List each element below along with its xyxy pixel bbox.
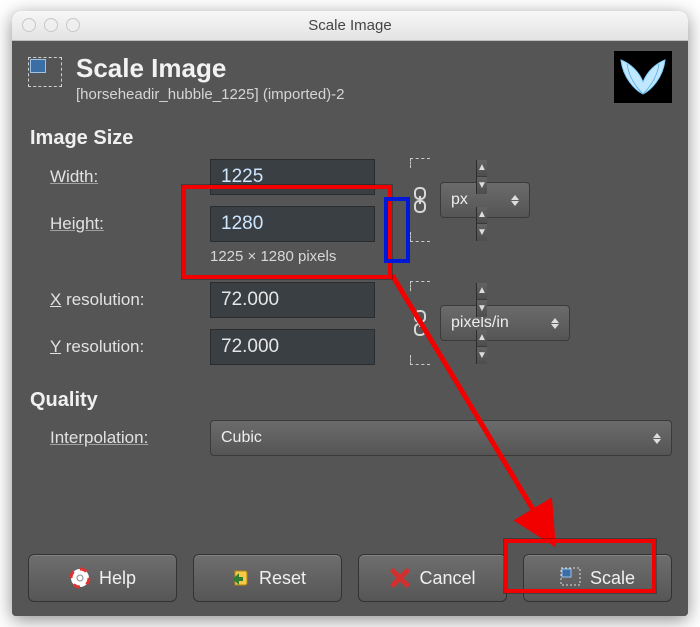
interpolation-label: Interpolation: — [50, 428, 210, 448]
size-hint: 1225 × 1280 pixels — [210, 248, 580, 265]
image-size-heading: Image Size — [30, 127, 672, 150]
cancel-label: Cancel — [419, 568, 475, 589]
help-button[interactable]: Help — [28, 554, 177, 602]
height-input[interactable]: ▲ ▼ — [210, 206, 375, 242]
reset-label: Reset — [259, 568, 306, 589]
reset-button[interactable]: Reset — [193, 554, 342, 602]
yres-step-up[interactable]: ▲ — [477, 330, 487, 348]
window-controls[interactable] — [22, 18, 80, 32]
height-label: Height: — [50, 214, 210, 234]
interpolation-select[interactable]: Cubic — [210, 420, 672, 456]
scale-dialog-icon — [28, 57, 70, 95]
width-step-down[interactable]: ▼ — [477, 177, 487, 194]
dialog-body: Scale Image [horseheadir_hubble_1225] (i… — [12, 41, 688, 616]
width-step-up[interactable]: ▲ — [477, 160, 487, 178]
height-field[interactable] — [211, 207, 476, 241]
height-step-up[interactable]: ▲ — [477, 207, 487, 225]
yres-label: Y resolution: — [50, 337, 210, 357]
xres-step-up[interactable]: ▲ — [477, 283, 487, 301]
window-title: Scale Image — [308, 17, 391, 34]
layer-preview-thumbnail — [614, 51, 672, 103]
yres-field[interactable] — [211, 330, 476, 364]
height-step-down[interactable]: ▼ — [477, 224, 487, 241]
yres-step-down[interactable]: ▼ — [477, 347, 487, 364]
cancel-button[interactable]: Cancel — [358, 554, 507, 602]
close-traffic-light[interactable] — [22, 18, 36, 32]
quality-heading: Quality — [30, 389, 672, 412]
scale-button[interactable]: Scale — [523, 554, 672, 602]
xres-step-down[interactable]: ▼ — [477, 300, 487, 317]
xres-label: X resolution: — [50, 290, 210, 310]
scale-label: Scale — [590, 568, 635, 589]
width-input[interactable]: ▲ ▼ — [210, 159, 375, 195]
scale-image-dialog: Scale Image Scale Image [horseheadir_hub… — [12, 11, 688, 616]
dialog-title: Scale Image — [76, 53, 345, 84]
xres-field[interactable] — [211, 283, 476, 317]
xres-input[interactable]: ▲ ▼ — [210, 282, 375, 318]
minimize-traffic-light[interactable] — [44, 18, 58, 32]
width-field[interactable] — [211, 160, 476, 194]
titlebar: Scale Image — [12, 11, 688, 41]
dialog-subtitle: [horseheadir_hubble_1225] (imported)-2 — [76, 86, 345, 103]
cancel-icon — [389, 567, 411, 589]
interpolation-value: Cubic — [221, 429, 262, 447]
help-icon — [69, 567, 91, 589]
zoom-traffic-light[interactable] — [66, 18, 80, 32]
reset-icon — [229, 567, 251, 589]
scale-icon — [560, 567, 582, 589]
width-label: Width: — [50, 167, 210, 187]
yres-input[interactable]: ▲ ▼ — [210, 329, 375, 365]
help-label: Help — [99, 568, 136, 589]
